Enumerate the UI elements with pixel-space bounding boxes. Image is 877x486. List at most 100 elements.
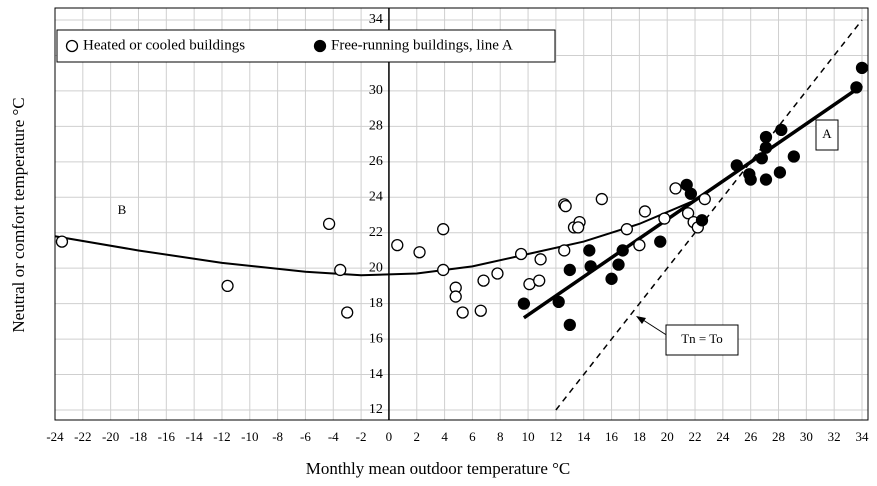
x-tick-label: 4 — [441, 429, 448, 444]
plot-frame — [54, 7, 869, 421]
data-point — [449, 290, 462, 303]
annotation-arrow — [639, 317, 669, 337]
data-point — [684, 187, 698, 200]
x-tick-label: -12 — [213, 429, 230, 444]
x-tick-label: -20 — [102, 429, 119, 444]
data-point — [413, 246, 426, 259]
legend-label: Free-running buildings, line A — [331, 37, 513, 53]
data-point — [787, 150, 800, 163]
x-tick-label: -6 — [300, 429, 311, 444]
data-point — [595, 192, 608, 206]
y-tick-label: 30 — [369, 83, 383, 98]
x-tick-label: 0 — [386, 429, 393, 444]
x-tick-label: 6 — [469, 429, 476, 444]
data-point — [583, 244, 596, 257]
x-tick-label: 34 — [856, 429, 870, 444]
x-tick-label: 32 — [828, 429, 841, 444]
data-point — [391, 238, 404, 252]
data-point — [620, 223, 634, 236]
y-tick-label: 34 — [369, 12, 383, 27]
data-point — [563, 318, 576, 332]
x-tick-label: 12 — [549, 429, 562, 444]
x-tick-label: 18 — [633, 429, 646, 444]
y-tick-label: 26 — [369, 154, 383, 169]
data-point — [456, 306, 469, 319]
x-tick-label: 20 — [661, 429, 674, 444]
arrow-head — [636, 316, 646, 324]
data-point — [759, 141, 773, 154]
data-point — [612, 258, 625, 271]
x-tick-label: 28 — [772, 429, 785, 444]
data-point — [669, 182, 682, 195]
data-point — [491, 267, 504, 280]
x-tick-label: 22 — [689, 429, 702, 444]
legend-label: Heated or cooled buildings — [83, 37, 245, 53]
x-tick-label: -10 — [241, 429, 258, 444]
y-tick-label: 12 — [369, 402, 383, 417]
data-point — [850, 81, 863, 94]
data-point — [855, 61, 869, 75]
x-tick-label: 24 — [716, 429, 730, 444]
trend-line — [54, 196, 703, 277]
x-axis-title: Monthly mean outdoor temperature °C — [306, 459, 571, 478]
annotation: Tn = To — [681, 331, 723, 346]
x-tick-label: 30 — [800, 429, 813, 444]
data-point — [605, 272, 618, 285]
data-point — [773, 166, 787, 179]
x-tick-label: 2 — [414, 429, 421, 444]
x-tick-label: -2 — [356, 429, 367, 444]
data-point — [534, 253, 547, 266]
legend-marker — [313, 39, 327, 53]
y-tick-label: 16 — [369, 331, 383, 346]
data-point — [517, 297, 531, 310]
data-point — [552, 295, 565, 309]
data-point — [755, 152, 768, 165]
annotation-box — [665, 324, 739, 356]
data-point — [695, 214, 709, 227]
x-tick-label: -14 — [185, 429, 203, 444]
y-tick-label: 14 — [369, 367, 383, 382]
x-tick-label: -16 — [158, 429, 176, 444]
y-tick-label: 18 — [369, 296, 383, 311]
data-point — [616, 244, 629, 257]
annotation-box — [815, 119, 839, 151]
data-point — [563, 263, 576, 277]
data-point — [681, 207, 695, 220]
data-point — [334, 263, 347, 277]
data-point — [437, 263, 450, 277]
data-point — [638, 205, 652, 218]
y-tick-label: 28 — [369, 119, 383, 134]
x-tick-label: -18 — [130, 429, 147, 444]
x-tick-label: -24 — [46, 429, 64, 444]
y-tick-label: 24 — [369, 189, 383, 204]
x-tick-label: -22 — [74, 429, 91, 444]
data-point — [759, 173, 773, 186]
data-point — [744, 173, 757, 186]
data-point — [658, 212, 671, 225]
data-point — [584, 260, 597, 273]
x-tick-label: 8 — [497, 429, 504, 444]
data-point — [698, 192, 711, 206]
data-point — [55, 235, 69, 248]
y-tick-label: 20 — [369, 260, 383, 275]
data-point — [477, 274, 490, 287]
y-tick-label: 22 — [369, 225, 383, 240]
data-point — [559, 199, 572, 213]
data-point — [654, 235, 667, 248]
data-point — [572, 221, 585, 234]
trend-line — [522, 84, 863, 320]
x-tick-label: 26 — [744, 429, 758, 444]
x-tick-label: 16 — [605, 429, 619, 444]
data-point — [775, 123, 788, 137]
x-tick-label: 14 — [577, 429, 591, 444]
data-point — [514, 247, 528, 261]
data-point — [341, 306, 354, 319]
trend-line — [555, 19, 863, 411]
data-point — [437, 223, 450, 236]
data-point — [633, 238, 646, 252]
annotation: B — [118, 202, 127, 217]
y-axis-title: Neutral or comfort temperature °C — [9, 97, 28, 332]
x-tick-label: -4 — [328, 429, 339, 444]
data-point — [558, 244, 571, 257]
